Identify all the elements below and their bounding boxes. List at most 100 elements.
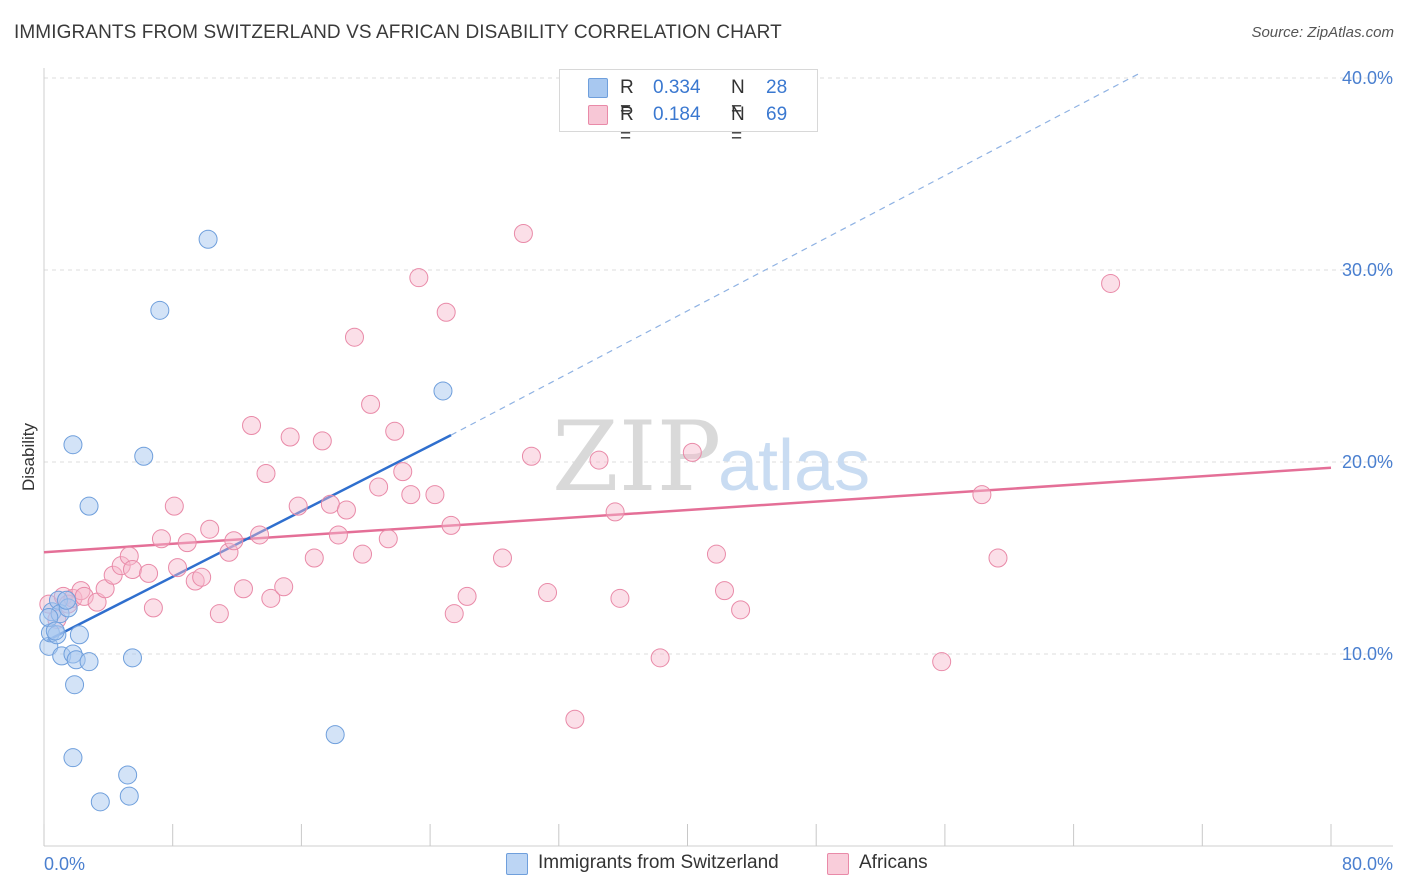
switzerland-point	[134, 446, 154, 466]
africans-point	[261, 588, 281, 608]
switzerland-point	[57, 590, 77, 610]
y-tick-label: 40.0%	[1342, 68, 1393, 88]
africans-point	[565, 709, 585, 729]
africans-point	[538, 583, 558, 603]
switzerland-points	[39, 229, 453, 812]
correlation-legend: R = 0.334 N = 28 R = 0.184 N = 69	[559, 69, 818, 147]
trend-lines	[43, 73, 1332, 642]
r-value: 0.334	[653, 77, 701, 98]
africans-point	[441, 515, 461, 535]
africans-point	[610, 588, 630, 608]
y-tick-label: 20.0%	[1342, 452, 1393, 472]
africans-point	[715, 581, 735, 601]
blue-swatch	[588, 78, 608, 98]
n-label: N =	[731, 104, 745, 147]
africans-point	[280, 427, 300, 447]
switzerland-point	[150, 300, 170, 320]
africans-point	[706, 544, 726, 564]
africans-point	[972, 485, 992, 505]
watermark-atlas: atlas	[718, 426, 870, 506]
africans-trend-line	[43, 466, 1332, 554]
africans-point	[256, 464, 276, 484]
n-label: N =	[731, 77, 745, 120]
switzerland-point	[69, 625, 89, 645]
africans-point	[288, 496, 308, 516]
switzerland-trend-extension	[450, 73, 1139, 436]
chart-title: IMMIGRANTS FROM SWITZERLAND VS AFRICAN D…	[14, 22, 782, 43]
africans-point	[103, 565, 123, 585]
africans-point	[71, 581, 91, 601]
africans-point	[224, 531, 244, 551]
africans-point	[143, 598, 163, 618]
africans-point	[192, 567, 212, 587]
axes	[43, 68, 1393, 847]
africans-point	[409, 268, 429, 288]
r-label: R =	[620, 104, 634, 147]
africans-point	[369, 477, 389, 497]
n-value: 69	[766, 104, 788, 125]
africans-point	[401, 485, 421, 505]
africans-point	[605, 502, 625, 522]
africans-point	[233, 579, 253, 599]
y-tick-label: 10.0%	[1342, 644, 1393, 664]
africans-point	[650, 648, 670, 668]
y-tick-label: 30.0%	[1342, 260, 1393, 280]
africans-point	[457, 586, 477, 606]
watermark-zip: ZIP	[552, 401, 721, 513]
africans-point	[250, 525, 270, 545]
switzerland-point	[90, 792, 110, 812]
africans-point	[521, 446, 541, 466]
switzerland-trend-line	[46, 434, 452, 642]
africans-point	[242, 416, 262, 436]
africans-point	[320, 494, 340, 514]
grid-lines	[44, 77, 1393, 655]
africans-point	[444, 604, 464, 624]
blue-swatch	[506, 853, 528, 875]
africans-point	[731, 600, 751, 620]
series-name: Immigrants from Switzerland	[538, 852, 779, 873]
watermark: ZIP atlas	[552, 401, 870, 513]
africans-point	[151, 529, 171, 549]
africans-point	[344, 327, 364, 347]
africans-point	[353, 544, 373, 564]
africans-point	[219, 542, 239, 562]
africans-point	[436, 302, 456, 322]
africans-point	[74, 586, 94, 606]
africans-point	[378, 529, 398, 549]
r-value: 0.184	[653, 104, 701, 125]
africans-point	[1101, 273, 1121, 293]
africans-point	[139, 563, 159, 583]
pink-swatch	[588, 105, 608, 125]
africans-point	[492, 548, 512, 568]
africans-point	[312, 431, 332, 451]
africans-point	[209, 604, 229, 624]
switzerland-point	[45, 621, 65, 641]
switzerland-point	[79, 652, 99, 672]
pink-swatch	[827, 853, 849, 875]
switzerland-point	[79, 496, 99, 516]
source-credit: Source: ZipAtlas.com	[1251, 24, 1394, 41]
africans-point	[385, 421, 405, 441]
x-tick-label: 80.0%	[1342, 854, 1393, 874]
switzerland-point	[325, 725, 345, 745]
africans-point	[200, 519, 220, 539]
africans-point	[274, 577, 294, 597]
africans-point	[336, 500, 356, 520]
switzerland-point	[63, 435, 83, 455]
africans-point	[111, 556, 131, 576]
africans-point	[988, 548, 1008, 568]
switzerland-point	[63, 748, 83, 768]
switzerland-point	[118, 765, 138, 785]
n-value: 28	[766, 77, 788, 98]
africans-point	[177, 533, 197, 553]
africans-point	[932, 652, 952, 672]
series-name: Africans	[859, 852, 928, 873]
switzerland-point	[119, 786, 139, 806]
africans-point	[589, 450, 609, 470]
africans-point	[361, 394, 381, 414]
africans-point	[164, 496, 184, 516]
africans-point	[513, 224, 533, 244]
tick-labels: 10.0% 20.0% 30.0% 40.0% 0.0% 80.0%	[44, 68, 1393, 874]
africans-point	[304, 548, 324, 568]
